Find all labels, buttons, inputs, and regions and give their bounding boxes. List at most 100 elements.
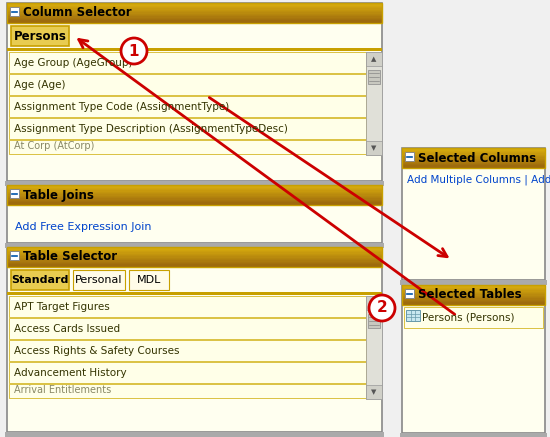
Bar <box>7 11 382 13</box>
Text: Advancement History: Advancement History <box>14 368 127 378</box>
Bar <box>7 200 382 201</box>
Bar <box>402 148 545 168</box>
Bar <box>73 270 125 290</box>
Text: Personal: Personal <box>75 275 123 285</box>
Bar <box>402 156 545 158</box>
Bar <box>7 3 382 5</box>
Bar <box>7 21 382 22</box>
Bar <box>7 12 382 14</box>
Bar <box>406 310 420 321</box>
Bar <box>402 165 545 167</box>
Bar <box>7 264 382 266</box>
Bar <box>405 289 414 298</box>
Bar <box>7 247 382 432</box>
Text: ▼: ▼ <box>371 146 377 151</box>
Bar <box>402 157 545 159</box>
Text: Assignment Type Code (AssignmentType): Assignment Type Code (AssignmentType) <box>14 101 229 111</box>
Bar <box>7 194 382 196</box>
Text: Table Joins: Table Joins <box>23 188 94 201</box>
Bar <box>7 247 382 267</box>
Bar <box>402 155 545 156</box>
Bar <box>7 185 382 205</box>
Bar <box>402 153 545 155</box>
Bar <box>402 160 545 162</box>
Bar <box>7 292 382 295</box>
Bar <box>9 52 366 73</box>
Bar <box>9 74 366 95</box>
Bar <box>402 285 545 305</box>
Text: 2: 2 <box>377 301 387 316</box>
Bar <box>7 263 382 265</box>
Text: Column Selector: Column Selector <box>23 7 131 20</box>
Bar <box>402 285 545 287</box>
Bar <box>402 293 545 295</box>
Bar <box>402 291 545 294</box>
Bar <box>7 258 382 260</box>
Text: APT Target Figures: APT Target Figures <box>14 302 110 312</box>
Bar <box>7 7 382 9</box>
Bar <box>402 163 545 164</box>
Bar <box>9 140 366 154</box>
Bar <box>7 196 382 198</box>
Bar <box>7 14 382 15</box>
Text: ▼: ▼ <box>371 389 377 395</box>
Bar <box>402 296 545 298</box>
Bar <box>404 307 543 328</box>
Bar <box>402 288 545 289</box>
Bar <box>7 257 382 258</box>
Bar <box>7 22 382 24</box>
Bar <box>9 362 366 383</box>
Bar <box>7 266 382 267</box>
Bar <box>405 152 414 161</box>
Text: Add Free Expression Join: Add Free Expression Join <box>15 222 151 232</box>
Bar <box>11 26 69 46</box>
Bar <box>402 297 545 299</box>
Bar <box>11 270 69 290</box>
Bar <box>402 290 545 292</box>
Text: Persons: Persons <box>14 30 67 42</box>
Bar <box>7 191 382 192</box>
Bar <box>9 340 366 361</box>
Bar <box>9 296 366 317</box>
Text: At Corp (AtCorp): At Corp (AtCorp) <box>14 141 95 151</box>
Bar <box>402 304 545 305</box>
Bar <box>402 289 545 291</box>
Bar <box>7 48 382 51</box>
Bar <box>5 181 384 186</box>
Bar <box>7 247 382 249</box>
Bar <box>7 192 382 194</box>
Bar <box>7 8 382 10</box>
Text: MDL: MDL <box>137 275 161 285</box>
Text: Assignment Type Description (AssignmentTypeDesc): Assignment Type Description (AssignmentT… <box>14 124 288 133</box>
Circle shape <box>369 295 395 321</box>
Bar <box>7 262 382 264</box>
Bar <box>402 159 545 160</box>
Bar <box>7 189 382 191</box>
Text: Arrival Entitlements: Arrival Entitlements <box>14 385 111 395</box>
Text: Table Selector: Table Selector <box>23 250 117 264</box>
Bar <box>7 185 382 243</box>
Bar <box>129 270 169 290</box>
Bar <box>7 197 382 199</box>
Bar <box>7 186 382 188</box>
Bar <box>7 19 382 21</box>
Bar <box>7 255 382 257</box>
Bar <box>9 96 366 117</box>
Bar <box>10 7 19 16</box>
Bar <box>400 433 547 437</box>
Text: Age (Age): Age (Age) <box>14 80 65 90</box>
Circle shape <box>121 38 147 64</box>
Bar <box>402 151 545 153</box>
Bar <box>7 251 382 253</box>
Text: Standard: Standard <box>12 275 69 285</box>
Bar <box>7 253 382 256</box>
Bar <box>402 285 545 433</box>
Bar <box>366 52 382 66</box>
Bar <box>7 202 382 204</box>
Bar <box>7 17 382 20</box>
Text: Selected Columns: Selected Columns <box>418 152 536 164</box>
Bar <box>7 201 382 203</box>
Bar <box>7 248 382 250</box>
Bar <box>402 286 545 288</box>
Bar <box>7 260 382 262</box>
